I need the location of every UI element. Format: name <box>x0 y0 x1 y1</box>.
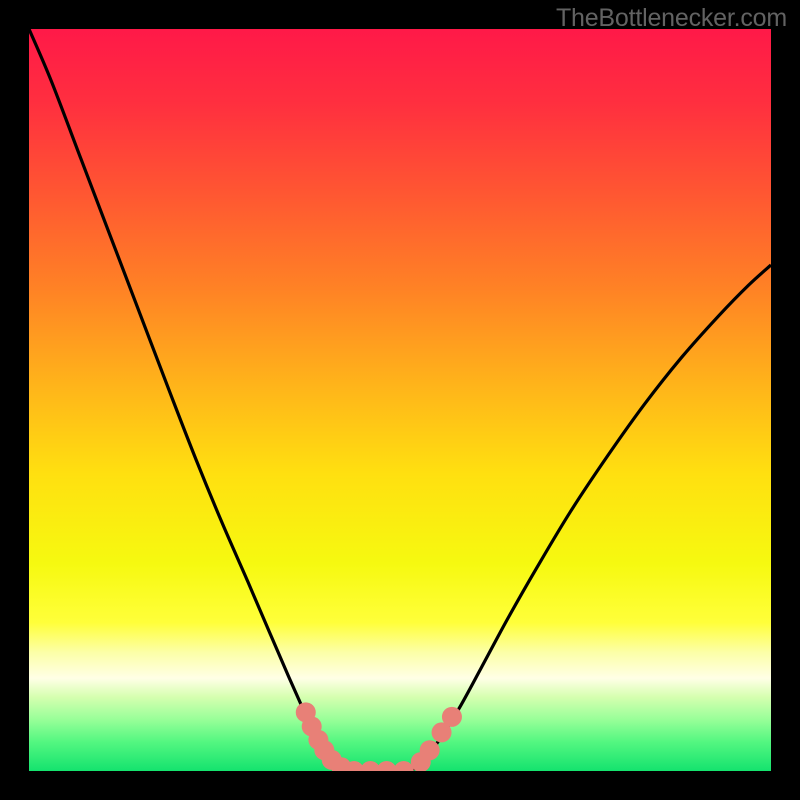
data-marker <box>442 707 462 727</box>
gradient-background <box>29 29 771 771</box>
data-marker <box>420 740 440 760</box>
chart-outer: TheBottlenecker.com <box>0 0 800 800</box>
plot-area <box>29 29 771 771</box>
bottleneck-chart-svg <box>29 29 771 771</box>
